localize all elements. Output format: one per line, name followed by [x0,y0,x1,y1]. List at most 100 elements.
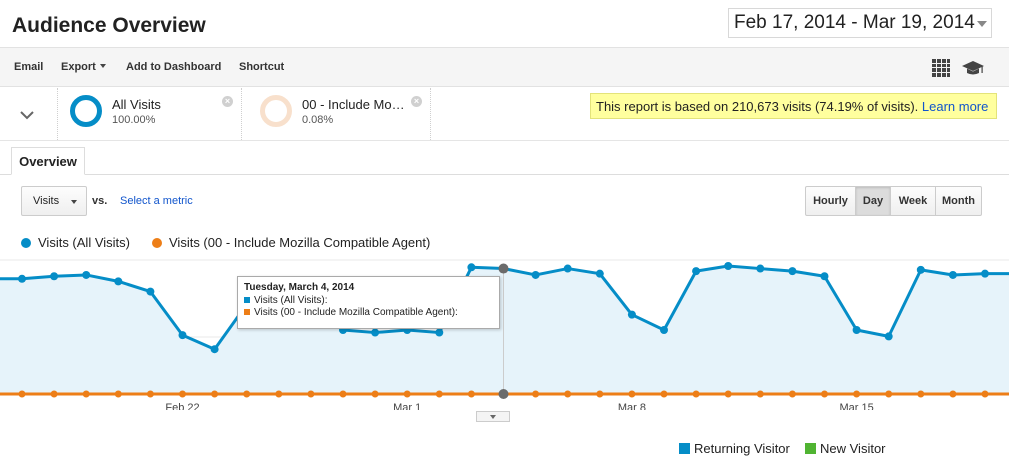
mozilla-visits-point[interactable] [532,390,540,398]
mozilla-visits-point[interactable] [371,390,379,398]
all-visits-point[interactable] [981,269,989,278]
graduation-cap-icon[interactable] [962,59,984,77]
segment-mozilla[interactable]: 00 - Include Mo… 0.08% × [241,88,430,140]
chart-expand-handle[interactable] [476,411,510,422]
granularity-month[interactable]: Month [935,186,982,216]
mozilla-visits-point[interactable] [949,390,957,398]
x-tick-label: Mar 8 [618,402,646,410]
close-icon[interactable]: × [222,96,233,107]
grid-icon[interactable] [932,59,950,77]
granularity-week[interactable]: Week [890,186,936,216]
learn-more-link[interactable]: Learn more [921,99,989,114]
all-visits-point[interactable] [50,272,59,281]
all-visits-point[interactable] [724,262,733,270]
all-visits-point[interactable] [692,267,701,276]
mozilla-visits-point[interactable] [756,390,764,398]
segments-bar: All Visits 100.00% × 00 - Include Mo… 0.… [0,88,1009,141]
mozilla-visits-point[interactable] [243,390,251,398]
mozilla-visits-point[interactable] [724,390,732,398]
all-visits-point[interactable] [371,328,380,337]
date-range-picker[interactable]: Feb 17, 2014 - Mar 19, 2014 [728,8,992,38]
chevron-down-icon[interactable] [14,102,40,126]
mozilla-visits-point[interactable] [146,390,154,398]
sampling-notice: This report is based on 210,673 visits (… [590,93,997,119]
all-visits-point[interactable] [467,263,476,272]
metric-selected: Visits [33,195,60,207]
all-visits-point[interactable] [660,326,668,334]
chevron-down-icon [977,21,987,27]
mozilla-visits-point[interactable] [788,390,796,398]
mozilla-visits-point[interactable] [435,390,443,398]
close-icon[interactable]: × [411,96,422,107]
all-visits-point[interactable] [788,267,797,276]
mozilla-visits-point[interactable] [403,390,411,398]
legend-square-icon [679,443,690,454]
all-visits-point[interactable] [210,345,219,354]
mozilla-visits-point[interactable] [692,390,700,398]
segment-divider [430,88,432,140]
export-button[interactable]: Export [61,61,106,73]
tooltip-row-mozilla: Visits (00 - Include Mozilla Compatible … [244,307,499,318]
add-to-dashboard-button[interactable]: Add to Dashboard [126,61,222,73]
notice-text: This report is based on 210,673 visits (… [596,99,919,114]
mozilla-visits-point[interactable] [114,390,122,398]
email-button[interactable]: Email [14,61,44,73]
segment-all-visits[interactable]: All Visits 100.00% × [57,88,241,140]
all-visits-point[interactable] [627,310,636,319]
all-visits-point[interactable] [114,277,123,286]
all-visits-point[interactable] [852,326,861,334]
all-visits-point[interactable] [178,331,187,340]
all-visits-point[interactable] [82,270,91,279]
mozilla-visits-point[interactable] [498,389,509,399]
chevron-down-icon [99,64,106,68]
segment-ring-icon [70,95,102,127]
select-metric-link[interactable]: Select a metric [120,195,193,207]
all-visits-point[interactable] [146,287,155,296]
all-visits-point[interactable] [18,274,26,283]
x-tick-label: Mar 1 [393,402,421,410]
granularity-hourly[interactable]: Hourly [805,186,856,216]
mozilla-visits-point[interactable] [50,390,58,398]
all-visits-point[interactable] [916,265,925,274]
segment-ring-icon [260,95,292,127]
mozilla-visits-point[interactable] [821,390,828,398]
mozilla-visits-point[interactable] [339,390,347,398]
mozilla-visits-point[interactable] [660,390,668,398]
segment-percent: 100.00% [112,114,156,126]
legend-item-mozilla: Visits (00 - Include Mozilla Compatible … [152,235,430,250]
mozilla-visits-point[interactable] [179,390,186,398]
mozilla-visits-point[interactable] [18,390,26,398]
granularity-day[interactable]: Day [855,186,891,216]
mozilla-visits-point[interactable] [853,390,861,398]
all-visits-point[interactable] [563,264,572,273]
report-toolbar: Email Export Add to Dashboard Shortcut [0,47,1009,87]
mozilla-visits-point[interactable] [981,390,989,398]
segment-name: All Visits [112,97,161,112]
all-visits-point[interactable] [435,328,444,337]
date-range-label: Feb 17, 2014 - Mar 19, 2014 [734,12,975,33]
mozilla-visits-point[interactable] [596,390,604,398]
all-visits-point[interactable] [498,263,509,274]
mozilla-visits-point[interactable] [275,390,283,398]
all-visits-point[interactable] [884,332,893,341]
mozilla-visits-point[interactable] [917,390,925,398]
mozilla-visits-point[interactable] [628,390,636,398]
metric-dropdown[interactable]: Visits [21,186,87,216]
legend-square-icon [805,443,816,454]
mozilla-visits-point[interactable] [82,390,90,398]
mozilla-visits-point[interactable] [307,390,315,398]
all-visits-point[interactable] [531,270,540,279]
mozilla-visits-point[interactable] [211,390,219,398]
mozilla-visits-point[interactable] [885,390,893,398]
mozilla-visits-point[interactable] [467,390,475,398]
all-visits-point[interactable] [756,264,765,273]
all-visits-point[interactable] [820,272,829,281]
chart-tooltip: Tuesday, March 4, 2014 Visits (All Visit… [237,276,500,329]
all-visits-point[interactable] [595,269,604,278]
shortcut-button[interactable]: Shortcut [239,61,285,73]
all-visits-point[interactable] [948,270,957,279]
visits-line-chart[interactable]: Feb 22 Mar 1 Mar 8 Mar 15 [0,250,1009,410]
mozilla-visits-point[interactable] [564,390,572,398]
tab-overview[interactable]: Overview [11,147,85,175]
x-tick-label: Mar 15 [839,402,873,410]
